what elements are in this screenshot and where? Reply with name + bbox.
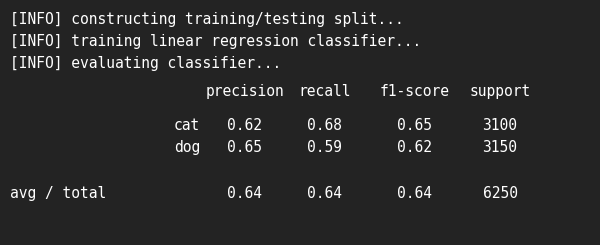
Text: 0.64: 0.64 xyxy=(227,186,263,201)
Text: precision: precision xyxy=(206,84,284,99)
Text: avg / total: avg / total xyxy=(10,186,106,201)
Text: support: support xyxy=(469,84,530,99)
Text: cat: cat xyxy=(174,118,200,133)
Text: 0.64: 0.64 xyxy=(398,186,433,201)
Text: 0.65: 0.65 xyxy=(227,140,263,155)
Text: dog: dog xyxy=(174,140,200,155)
Text: f1-score: f1-score xyxy=(380,84,450,99)
Text: 0.59: 0.59 xyxy=(308,140,343,155)
Text: 6250: 6250 xyxy=(482,186,517,201)
Text: 3100: 3100 xyxy=(482,118,517,133)
Text: [INFO] evaluating classifier...: [INFO] evaluating classifier... xyxy=(10,56,281,71)
Text: 3150: 3150 xyxy=(482,140,517,155)
Text: [INFO] constructing training/testing split...: [INFO] constructing training/testing spl… xyxy=(10,12,404,27)
Text: 0.62: 0.62 xyxy=(227,118,263,133)
Text: 0.62: 0.62 xyxy=(398,140,433,155)
Text: 0.64: 0.64 xyxy=(308,186,343,201)
Text: 0.68: 0.68 xyxy=(308,118,343,133)
Text: 0.65: 0.65 xyxy=(398,118,433,133)
Text: recall: recall xyxy=(299,84,351,99)
Text: [INFO] training linear regression classifier...: [INFO] training linear regression classi… xyxy=(10,34,421,49)
